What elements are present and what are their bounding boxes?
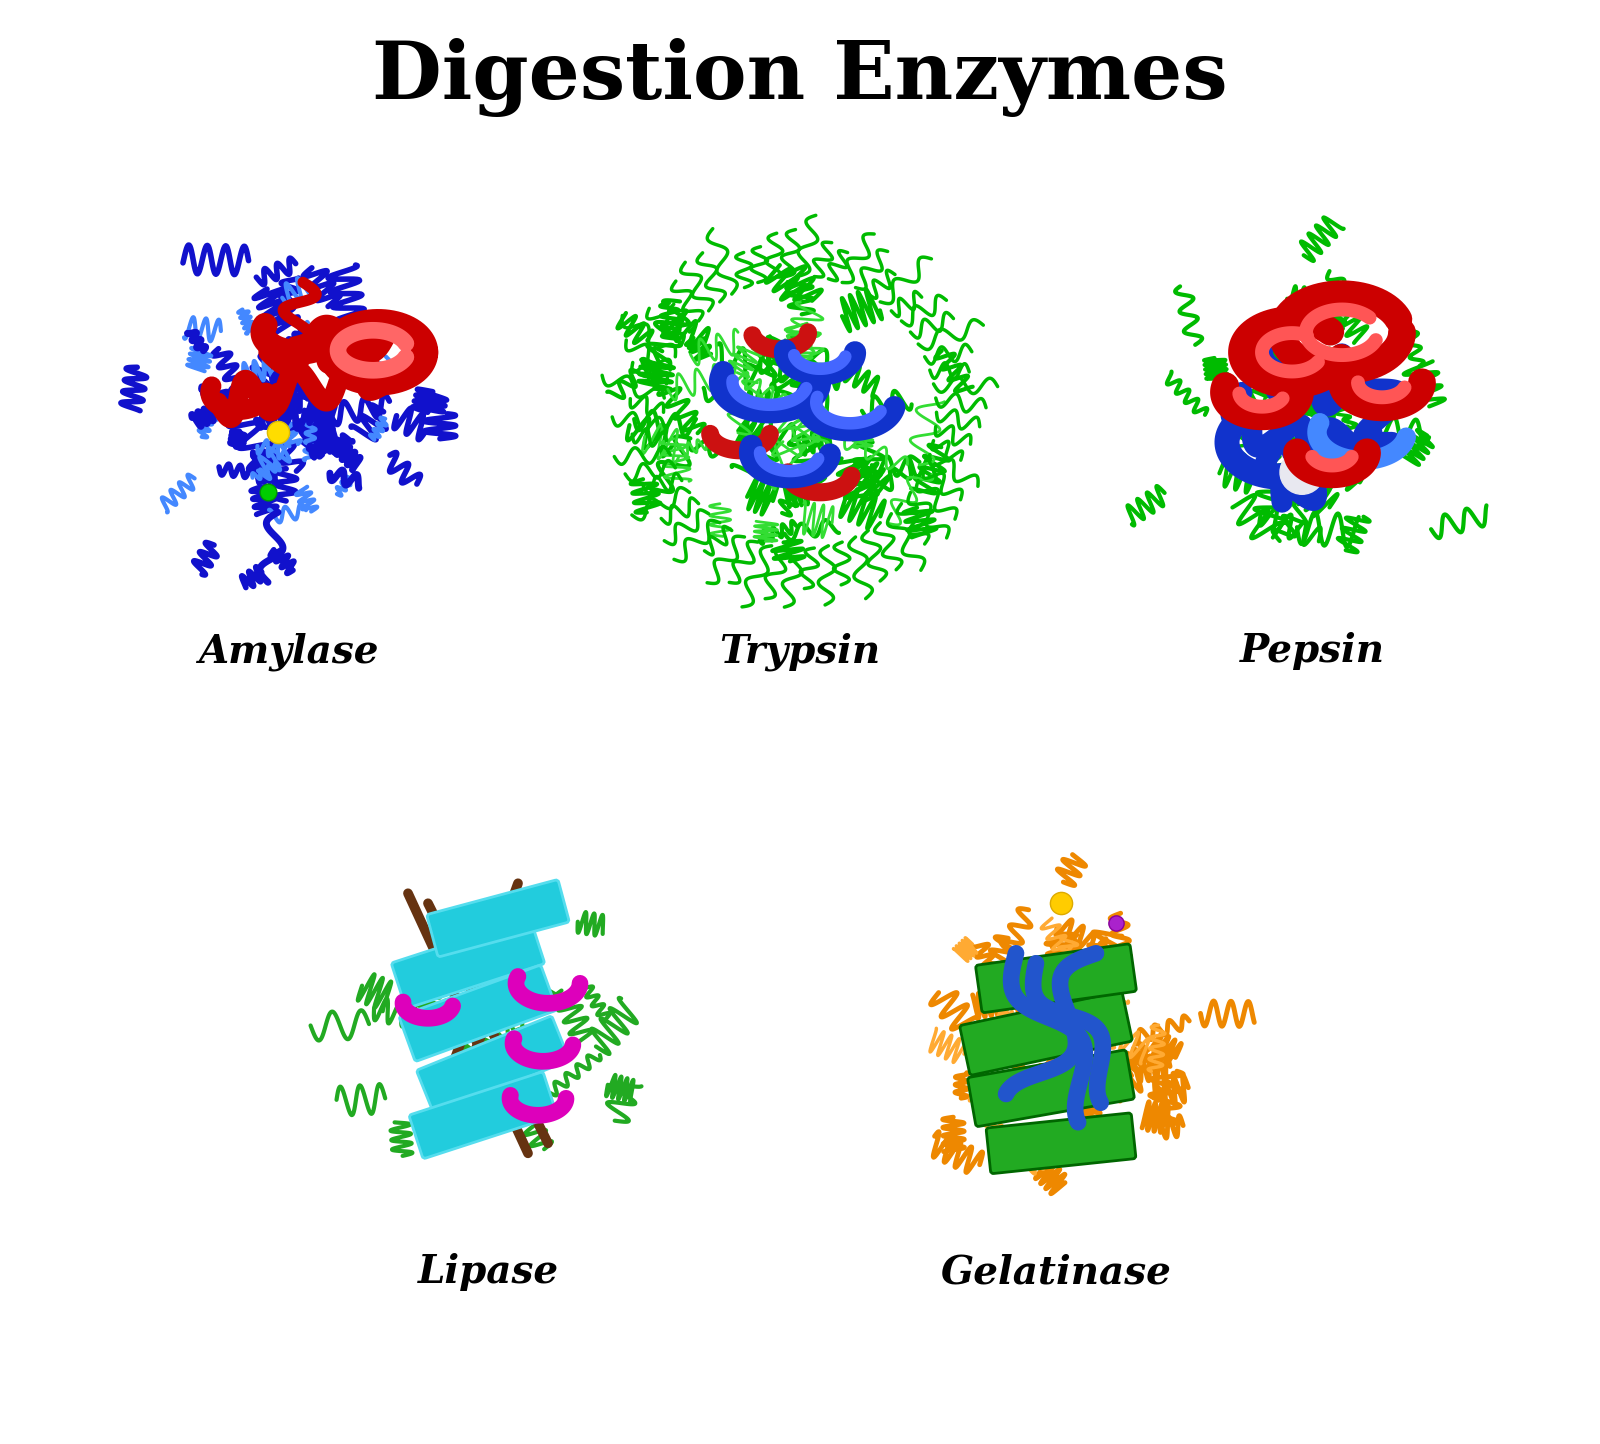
Text: dreamstime.com: dreamstime.com	[32, 1395, 197, 1414]
FancyBboxPatch shape	[968, 1050, 1134, 1126]
Text: Pepsin: Pepsin	[1240, 632, 1384, 670]
Circle shape	[1280, 451, 1325, 494]
Text: Gelatinase: Gelatinase	[941, 1253, 1171, 1291]
FancyBboxPatch shape	[400, 966, 557, 1061]
FancyBboxPatch shape	[960, 992, 1131, 1074]
FancyBboxPatch shape	[986, 1113, 1136, 1174]
FancyBboxPatch shape	[976, 944, 1136, 1012]
Text: Digestion Enzymes: Digestion Enzymes	[373, 38, 1227, 117]
Text: ID 165446987 © Iryna Timonina: ID 165446987 © Iryna Timonina	[1253, 1395, 1568, 1414]
Text: Amylase: Amylase	[198, 632, 378, 671]
FancyBboxPatch shape	[418, 1017, 570, 1115]
Text: Lipase: Lipase	[418, 1253, 558, 1291]
FancyBboxPatch shape	[427, 879, 568, 956]
FancyBboxPatch shape	[410, 1073, 557, 1158]
FancyBboxPatch shape	[392, 918, 544, 1008]
Text: Trypsin: Trypsin	[720, 632, 880, 671]
